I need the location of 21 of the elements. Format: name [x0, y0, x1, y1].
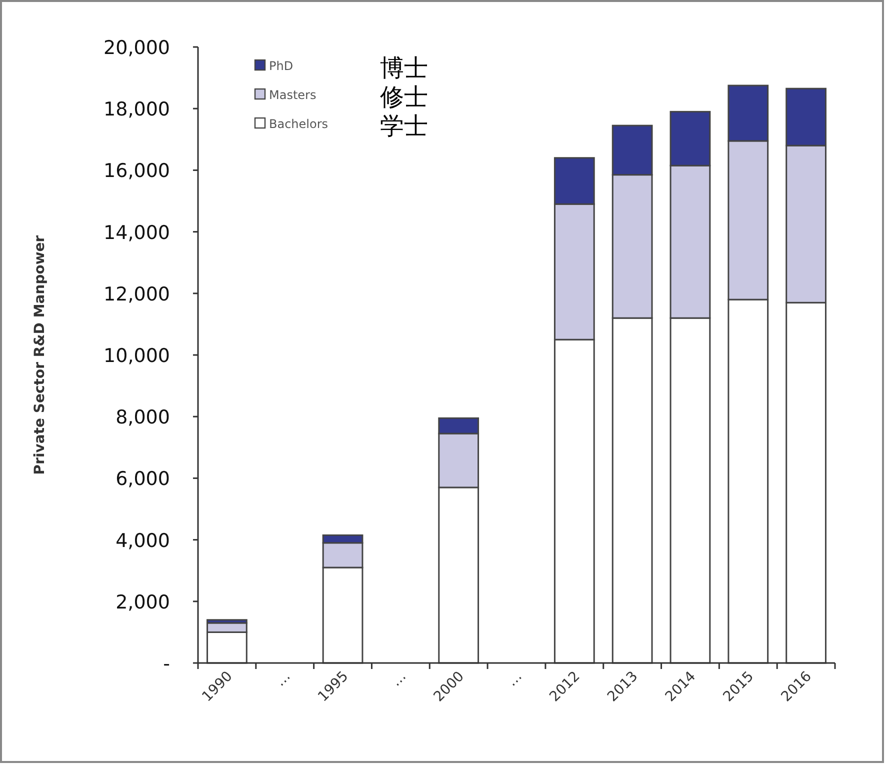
annotation: 修士	[380, 83, 428, 111]
y-tick-label: 2,000	[116, 591, 170, 614]
y-tick-label: 20,000	[104, 37, 170, 59]
legend-label: PhD	[269, 59, 294, 73]
y-tick-label: -	[163, 653, 170, 675]
legend-label: Bachelors	[269, 117, 328, 131]
y-tick-label: 8,000	[116, 406, 170, 429]
y-axis-title: Private Sector R&D Manpower	[32, 235, 48, 475]
y-tick-label: 6,000	[116, 468, 170, 490]
y-tick-label: 18,000	[104, 98, 170, 121]
y-tick-label: 12,000	[104, 283, 170, 306]
y-tick-label: 16,000	[104, 160, 170, 182]
y-tick-label: 10,000	[104, 345, 170, 367]
annotation: 博士	[380, 54, 428, 82]
y-tick-label: 4,000	[116, 530, 170, 552]
y-tick-label: 14,000	[104, 222, 170, 244]
x-tick-label: …	[388, 668, 410, 690]
annotation: 学士	[380, 112, 428, 140]
legend-label: Masters	[269, 88, 316, 102]
x-tick-label: …	[272, 668, 294, 690]
x-tick-label: …	[504, 668, 526, 690]
